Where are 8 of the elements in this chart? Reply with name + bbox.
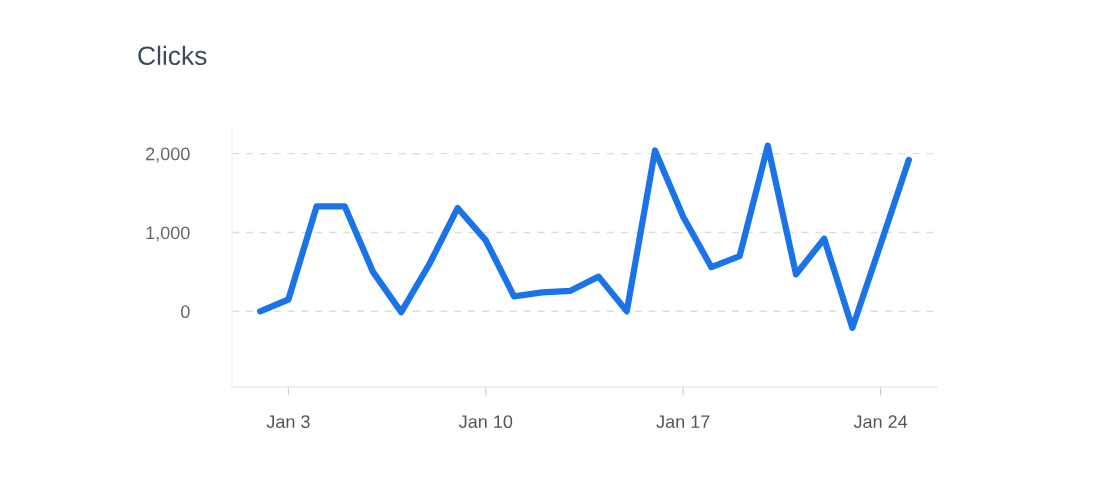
y-tick-label: 0 [181, 305, 190, 319]
x-tick-label: Jan 17 [656, 415, 710, 429]
chart-title: Clicks [138, 45, 207, 66]
x-tick-label: Jan 24 [853, 415, 908, 429]
x-tick-label: Jan 10 [458, 415, 513, 429]
x-tick-label: Jan 3 [266, 415, 310, 429]
y-tick-label: 2,000 [146, 147, 190, 163]
y-tick-label: 1,000 [146, 226, 190, 242]
